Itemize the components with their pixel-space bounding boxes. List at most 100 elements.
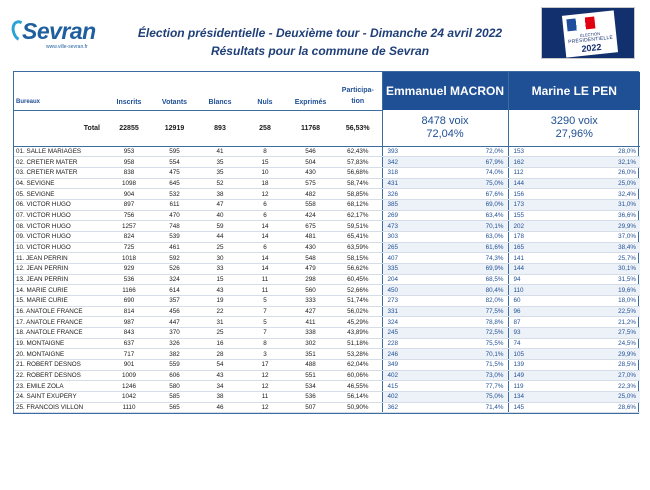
- cell-exprimes: 302: [287, 338, 334, 350]
- cell-participation: 60,06%: [334, 370, 382, 382]
- total-macron-voix: 8478 voix: [421, 114, 469, 127]
- cell-inscrits: 1110: [106, 402, 152, 414]
- cell-lepen-pct: 28,0%: [563, 146, 641, 158]
- cell-participation: 56,02%: [334, 306, 382, 318]
- cell-macron-votes: 402: [381, 391, 438, 403]
- cell-nuls: 11: [243, 391, 287, 403]
- cell-inscrits: 536: [106, 274, 152, 286]
- cell-bureau-name: 13. JEAN PERRIN: [14, 274, 106, 286]
- cell-lepen-votes: 112: [507, 167, 564, 179]
- header-candidate-lepen: Marine LE PEN: [507, 72, 641, 110]
- cell-inscrits: 725: [106, 242, 152, 254]
- table-header-row: Bureaux Inscrits Votants Blancs Nuls Exp…: [14, 72, 641, 111]
- cell-nuls: 12: [243, 380, 287, 392]
- cell-exprimes: 675: [287, 220, 334, 232]
- cell-lepen-pct: 38,4%: [563, 242, 641, 254]
- table-row: 19. MONTAIGNE 637 326 16 8 302 51,18% 228 75,5% 7…: [14, 338, 641, 350]
- cell-inscrits: 897: [106, 199, 152, 211]
- cell-participation: 53,28%: [334, 348, 382, 360]
- cell-blancs: 19: [197, 295, 243, 307]
- french-flag-icon: [566, 16, 596, 32]
- cell-inscrits: 824: [106, 231, 152, 243]
- cell-participation: 56,62%: [334, 263, 382, 275]
- results-table: Bureaux Inscrits Votants Blancs Nuls Exp…: [13, 71, 641, 415]
- cell-lepen-pct: 19,6%: [563, 284, 641, 296]
- table-row: 12. JEAN PERRIN 929 526 33 14 479 56,62% 335 69,…: [14, 263, 641, 275]
- cell-exprimes: 507: [287, 402, 334, 414]
- cell-bureau-name: 20. MONTAIGNE: [14, 348, 106, 360]
- cell-blancs: 43: [197, 370, 243, 382]
- cell-macron-pct: 74,0%: [438, 167, 509, 179]
- cell-inscrits: 1098: [106, 178, 152, 190]
- cell-lepen-pct: 29,9%: [563, 220, 641, 232]
- cell-bureau-name: 14. MARIE CURIE: [14, 284, 106, 296]
- cell-participation: 59,51%: [334, 220, 382, 232]
- cell-bureau-name: 07. VICTOR HUGO: [14, 210, 106, 222]
- cell-lepen-pct: 26,0%: [563, 167, 641, 179]
- cell-macron-pct: 69,9%: [438, 263, 509, 275]
- cell-exprimes: 430: [287, 242, 334, 254]
- cell-exprimes: 482: [287, 188, 334, 200]
- logo-text: Sevran: [22, 18, 96, 44]
- cell-macron-votes: 265: [381, 242, 438, 254]
- title-line-1: Élection présidentielle - Deuxième tour …: [137, 26, 503, 40]
- cell-lepen-pct: 28,5%: [563, 359, 641, 371]
- table-row: 21. ROBERT DESNOS 901 559 54 17 488 62,04% 349 7…: [14, 359, 641, 371]
- header-candidate-macron: Emmanuel MACRON: [381, 72, 509, 110]
- cell-lepen-votes: 144: [507, 178, 564, 190]
- table-row: 11. JEAN PERRIN 1018 592 30 14 548 58,15% 407 74…: [14, 252, 641, 264]
- cell-bureau-name: 08. VICTOR HUGO: [14, 220, 106, 232]
- cell-macron-pct: 75,0%: [438, 391, 509, 403]
- cell-votants: 539: [152, 231, 197, 243]
- cell-exprimes: 351: [287, 348, 334, 360]
- cell-macron-votes: 269: [381, 210, 438, 222]
- cell-bureau-name: 09. VICTOR HUGO: [14, 231, 106, 243]
- cell-macron-votes: 324: [381, 316, 438, 328]
- table-row: 03. CRETIER MATER 838 475 35 10 430 56,68% 318 7…: [14, 167, 641, 179]
- cell-nuls: 8: [243, 338, 287, 350]
- table-row: 04. SEVIGNE 1098 645 52 18 575 58,74% 431 75,0% 1…: [14, 178, 641, 190]
- cell-macron-pct: 72,0%: [438, 146, 509, 158]
- cell-inscrits: 953: [106, 146, 152, 158]
- cell-lepen-votes: 96: [507, 306, 564, 318]
- cell-lepen-votes: 153: [507, 146, 564, 158]
- cell-inscrits: 756: [106, 210, 152, 222]
- cell-nuls: 8: [243, 146, 287, 158]
- cell-blancs: 16: [197, 338, 243, 350]
- cell-votants: 748: [152, 220, 197, 232]
- cell-participation: 57,83%: [334, 156, 382, 168]
- cell-lepen-pct: 18,0%: [563, 295, 641, 307]
- cell-blancs: 52: [197, 178, 243, 190]
- cell-macron-pct: 71,4%: [438, 402, 509, 414]
- cell-macron-pct: 67,9%: [438, 156, 509, 168]
- cell-inscrits: 717: [106, 348, 152, 360]
- cell-lepen-votes: 139: [507, 359, 564, 371]
- cell-participation: 50,90%: [334, 402, 382, 414]
- cell-lepen-votes: 134: [507, 391, 564, 403]
- cell-nuls: 6: [243, 242, 287, 254]
- cell-participation: 68,12%: [334, 199, 382, 211]
- cell-macron-votes: 335: [381, 263, 438, 275]
- cell-exprimes: 481: [287, 231, 334, 243]
- cell-macron-pct: 75,5%: [438, 338, 509, 350]
- sevran-logo: Sevran www.ville-sevran.fr: [8, 14, 128, 54]
- cell-lepen-votes: 94: [507, 274, 564, 286]
- cell-nuls: 15: [243, 156, 287, 168]
- cell-lepen-votes: 144: [507, 263, 564, 275]
- cell-exprimes: 298: [287, 274, 334, 286]
- cell-votants: 559: [152, 359, 197, 371]
- cell-bureau-name: 12. JEAN PERRIN: [14, 263, 106, 275]
- cell-votants: 324: [152, 274, 197, 286]
- cell-macron-votes: 450: [381, 284, 438, 296]
- cell-exprimes: 560: [287, 284, 334, 296]
- cell-inscrits: 929: [106, 263, 152, 275]
- cell-lepen-pct: 36,6%: [563, 210, 641, 222]
- cell-lepen-pct: 21,2%: [563, 316, 641, 328]
- table-row: 14. MARIE CURIE 1166 614 43 11 560 52,66% 450 80…: [14, 284, 641, 296]
- cell-lepen-votes: 173: [507, 199, 564, 211]
- cell-participation: 60,45%: [334, 274, 382, 286]
- cell-macron-votes: 407: [381, 252, 438, 264]
- cell-bureau-name: 19. MONTAIGNE: [14, 338, 106, 350]
- table-row: 13. JEAN PERRIN 536 324 15 11 298 60,45% 204 68,…: [14, 274, 641, 286]
- cell-bureau-name: 05. SEVIGNE: [14, 188, 106, 200]
